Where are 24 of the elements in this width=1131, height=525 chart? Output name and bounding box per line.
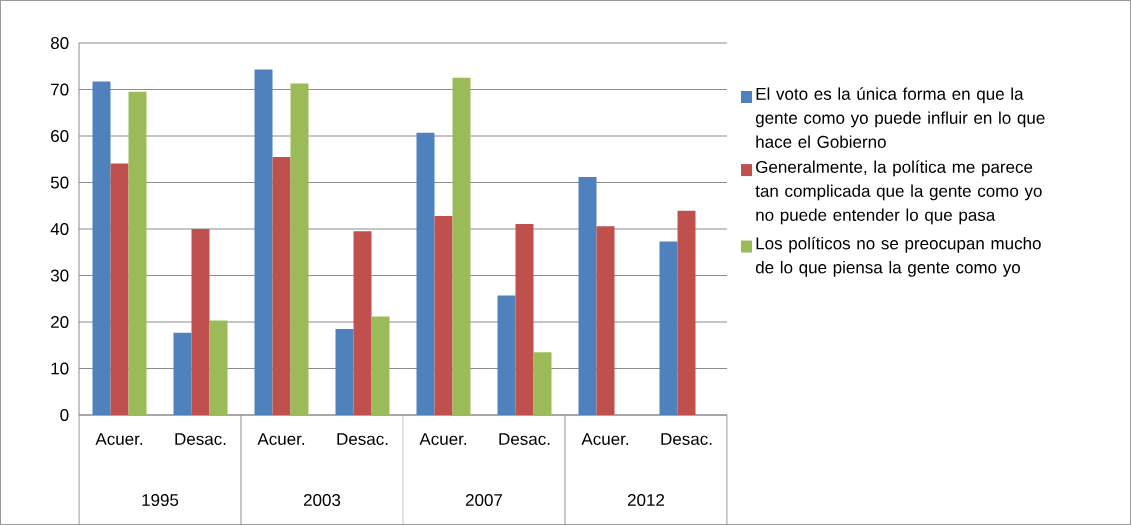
y-tick-label: 40	[50, 222, 69, 236]
y-tick-label: 0	[60, 408, 69, 422]
legend-label: El voto es la única forma en que la gente como yo puede influir en lo que hace el Gobierno	[755, 87, 1045, 148]
legend-label: Generalmente, la política me parece tan complicada que la gente como yo no puede entender lo que pasa	[755, 160, 1042, 225]
x-tick-label: Desac.	[175, 433, 226, 445]
y-tick-label: 80	[50, 36, 69, 50]
y-tick-label: 30	[50, 269, 69, 282]
y-tick-label: 60	[51, 129, 69, 143]
legend-label: Los políticos no se preocupan mucho de lo que piensa la gente como yo	[755, 236, 1041, 277]
x-tick-label: Acuer.	[581, 433, 629, 445]
x-tick-label: Desac.	[661, 433, 712, 445]
x-tick-label: Acuer.	[257, 433, 305, 445]
text: 2003	[303, 493, 341, 507]
text: 2007	[465, 493, 503, 507]
text: 1995	[142, 493, 179, 507]
x-tick-label: Desac.	[499, 433, 550, 445]
x-tick-label: Acuer.	[95, 433, 143, 445]
y-tick-label: 70	[51, 83, 69, 96]
y-tick-label: 20	[51, 315, 69, 329]
text: 2012	[627, 493, 665, 507]
x-tick-label: Acuer.	[419, 433, 467, 445]
x-tick-label: Desac.	[337, 433, 388, 445]
y-tick-label: 10	[51, 362, 69, 375]
y-tick-label: 50	[50, 176, 69, 189]
